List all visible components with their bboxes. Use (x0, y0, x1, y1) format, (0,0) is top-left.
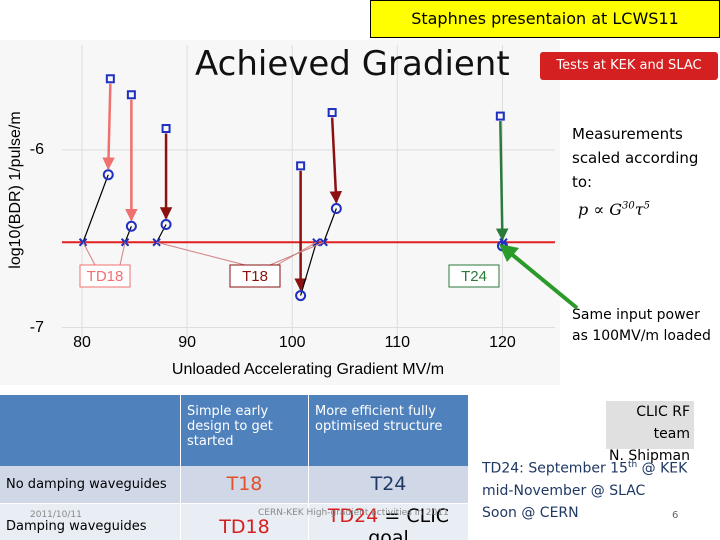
series-label-box (448, 264, 500, 288)
initial-point (296, 161, 306, 171)
series-label: T18 (242, 268, 268, 285)
initial-point (161, 124, 171, 134)
arrow (499, 244, 579, 310)
slide-title: Achieved Gradient (195, 44, 510, 84)
table-row: Damping waveguides TD18 TD24 = CLIC goal (0, 503, 468, 540)
y-axis-label: log10(BDR) 1/pulse/m (7, 111, 24, 268)
formula-text: τ (634, 200, 644, 219)
row-label: No damping waveguides (0, 466, 181, 503)
formula: p ∝ G30τ5 (578, 200, 650, 219)
series-label-box (229, 264, 281, 288)
initial-point (495, 111, 505, 121)
scaling-line (82, 174, 109, 243)
chart: log10(BDR) 1/pulse/m Unloaded Accelerati… (7, 45, 555, 379)
schedule-line: TD24: September 15th @ KEK (482, 454, 687, 480)
initial-point (126, 90, 136, 100)
measurement-arrow (102, 83, 115, 170)
footer-date: 2011/10/11 (30, 510, 82, 520)
label-pointer (82, 242, 96, 266)
cell: TD18 (180, 503, 309, 540)
y-tick-label: -7 (30, 319, 44, 336)
x-tick-label: 110 (385, 334, 411, 351)
final-point (295, 290, 307, 302)
table-column-header: More efficient fully optimised structure (315, 404, 443, 434)
x-tick-label: 80 (73, 334, 91, 351)
footer-event: CERN-KEK High-gradient activities in 201… (258, 508, 449, 518)
arrow-line (507, 250, 579, 310)
final-point (330, 202, 342, 214)
label-pointer (276, 241, 317, 266)
series-label-box (79, 264, 131, 288)
note: Same input power as 100MV/m loaded (572, 307, 711, 344)
final-point (102, 169, 114, 181)
cell: TD24 = CLIC goal (309, 503, 469, 540)
tag: Tests at KEK and SLAC (540, 52, 718, 80)
team-line: CLIC RF team (636, 404, 690, 442)
formula-exp: 5 (643, 200, 650, 212)
formula-exp: 30 (622, 200, 635, 212)
table-row: No damping waveguides T18 T24 (0, 466, 468, 503)
series-label: TD18 (87, 268, 124, 285)
table: Simple early design to get started More … (0, 395, 468, 540)
scaled-point (78, 238, 88, 247)
schedule-line: Soon @ CERN (482, 504, 579, 521)
page-number: 6 (672, 510, 679, 521)
schedule-sup: th (627, 460, 638, 470)
arrow-head (499, 244, 519, 262)
cell: T24 (370, 473, 407, 496)
table-header: Simple early design to get started More … (0, 395, 468, 466)
measurement-arrow (329, 117, 343, 204)
y-tick-label: -6 (30, 141, 44, 158)
schedule-text: @ KEK (637, 460, 688, 477)
label-pointer (156, 241, 246, 266)
initial-point (327, 108, 337, 118)
initial-point (105, 74, 115, 84)
cell-text: TD24 (327, 504, 379, 527)
x-tick-label: 120 (489, 334, 516, 351)
final-point (160, 218, 172, 230)
scaling-line (124, 226, 132, 243)
table-column-header: Simple early design to get started (180, 395, 309, 466)
x-tick-label: 100 (279, 334, 306, 351)
cell: T18 (180, 466, 309, 503)
scaling-line (300, 242, 317, 296)
scaling-line (323, 208, 337, 243)
formula-text: p ∝ G (578, 200, 623, 219)
final-point (125, 220, 137, 232)
table-corner (0, 395, 181, 466)
label-pointer (119, 242, 126, 266)
cell-text: = CLIC goal (368, 504, 450, 540)
note: Measurements scaled according to: (572, 125, 699, 191)
series-label: T24 (461, 268, 487, 285)
team-box: CLIC RF team N. Shipman (606, 401, 694, 464)
schedule-line: mid-November @ SLAC (482, 482, 646, 499)
x-axis-label: Unloaded Accelerating Gradient MV/m (172, 361, 444, 378)
header-title: Staphnes presentaion at LCWS11 (370, 0, 720, 38)
measurement-arrow (495, 121, 509, 242)
row-label: Damping waveguides (0, 503, 181, 540)
schedule: TD24: September 15th @ KEK mid-November … (482, 454, 687, 524)
schedule-text: TD24: September 15 (482, 460, 628, 477)
scaled-point (319, 238, 328, 247)
team-line: N. Shipman (609, 448, 690, 464)
x-tick-label: 90 (178, 334, 196, 351)
